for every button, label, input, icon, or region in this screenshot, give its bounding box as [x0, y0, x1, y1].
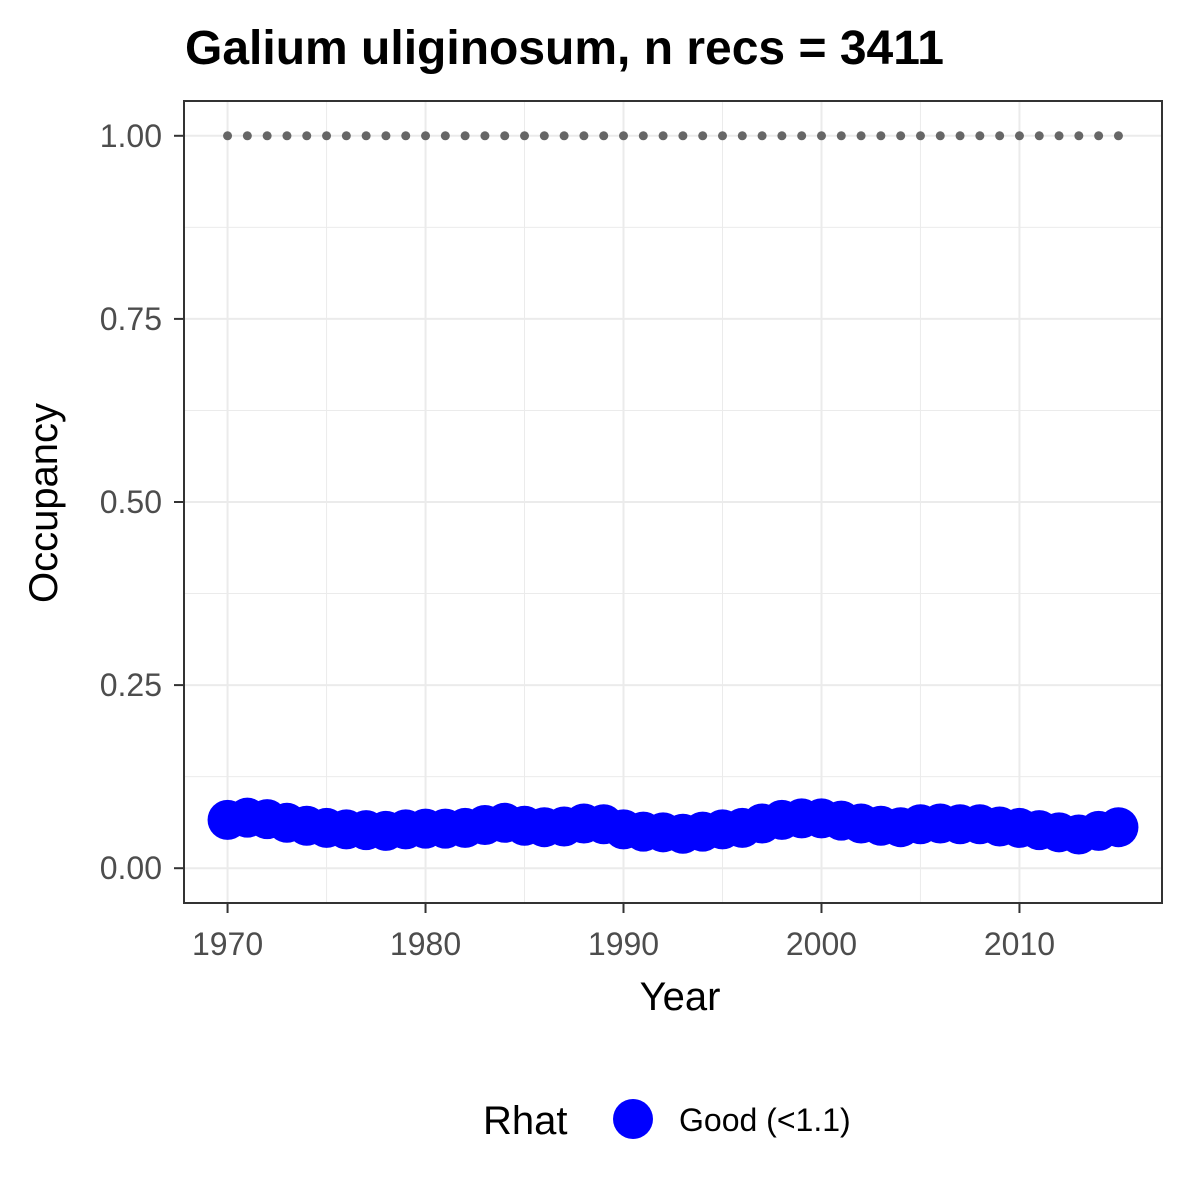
reference-point: [678, 131, 688, 141]
reference-point: [421, 131, 431, 141]
y-tick-label: 1.00: [100, 118, 162, 154]
axes: 1970 1980 1990 2000 2010 0.00 0.25 0.50 0.75 1.00: [100, 118, 1055, 962]
reference-point: [559, 131, 569, 141]
reference-point: [757, 131, 767, 141]
reference-point: [777, 131, 787, 141]
y-tick-label: 0.00: [100, 850, 162, 886]
legend-label-good: Good (<1.1): [679, 1102, 851, 1138]
grid: [184, 101, 1162, 903]
reference-point: [322, 131, 332, 141]
reference-point: [1113, 131, 1123, 141]
reference-point: [599, 131, 609, 141]
x-tick-label: 1990: [588, 926, 659, 962]
reference-point: [638, 131, 648, 141]
y-tick-label: 0.75: [100, 301, 162, 337]
x-tick-label: 2010: [984, 926, 1055, 962]
reference-point: [460, 131, 470, 141]
reference-series: [223, 131, 1123, 141]
reference-point: [1094, 131, 1104, 141]
reference-point: [579, 131, 589, 141]
reference-point: [856, 131, 866, 141]
chart-title: Galium uliginosum, n recs = 3411: [185, 22, 944, 75]
reference-point: [262, 131, 272, 141]
reference-point: [619, 131, 629, 141]
reference-point: [797, 131, 807, 141]
y-tick-label: 0.25: [100, 667, 162, 703]
reference-point: [836, 131, 846, 141]
reference-point: [698, 131, 708, 141]
reference-point: [975, 131, 985, 141]
reference-point: [935, 131, 945, 141]
y-axis-title: Occupancy: [22, 403, 66, 603]
reference-point: [995, 131, 1005, 141]
occupancy-series: [207, 797, 1139, 855]
reference-point: [816, 131, 826, 141]
reference-point: [717, 131, 727, 141]
legend: Rhat Good (<1.1): [483, 1099, 851, 1143]
reference-point: [302, 131, 312, 141]
reference-point: [361, 131, 371, 141]
reference-point: [223, 131, 233, 141]
reference-point: [500, 131, 510, 141]
data-point: [1098, 807, 1139, 848]
reference-point: [381, 131, 391, 141]
reference-point: [737, 131, 747, 141]
x-tick-label: 1970: [192, 926, 263, 962]
reference-point: [440, 131, 450, 141]
reference-point: [282, 131, 292, 141]
reference-point: [401, 131, 411, 141]
reference-point: [955, 131, 965, 141]
x-tick-label: 2000: [786, 926, 857, 962]
reference-point: [341, 131, 351, 141]
reference-point: [876, 131, 886, 141]
reference-point: [480, 131, 490, 141]
reference-point: [520, 131, 530, 141]
reference-point: [539, 131, 549, 141]
legend-title: Rhat: [483, 1099, 568, 1143]
reference-point: [1014, 131, 1024, 141]
y-tick-label: 0.50: [100, 484, 162, 520]
legend-key-good: [613, 1099, 653, 1139]
reference-point: [1034, 131, 1044, 141]
x-tick-label: 1980: [390, 926, 461, 962]
x-axis-title: Year: [640, 975, 721, 1019]
reference-point: [915, 131, 925, 141]
reference-point: [896, 131, 906, 141]
reference-point: [242, 131, 252, 141]
reference-point: [1074, 131, 1084, 141]
reference-point: [1054, 131, 1064, 141]
reference-point: [658, 131, 668, 141]
